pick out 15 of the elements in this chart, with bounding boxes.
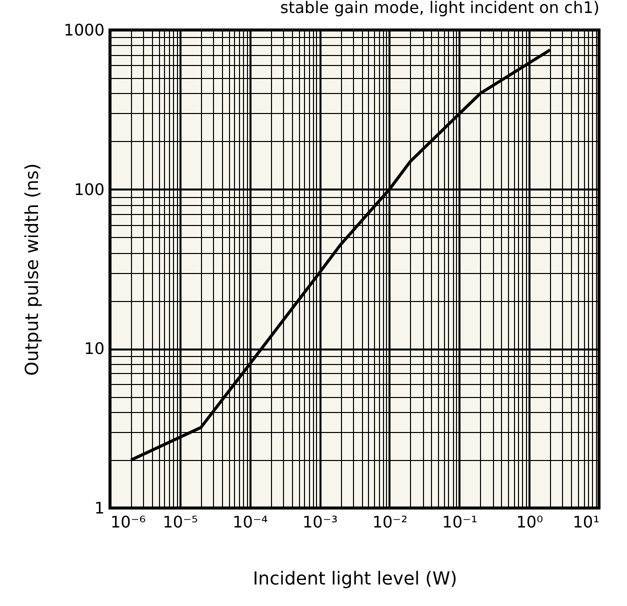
y-axis-title: Output pulse width (ns) (22, 163, 43, 376)
x-tick-label: 10⁻⁴ (232, 512, 268, 532)
x-tick-label: 10⁻⁶ (110, 512, 146, 532)
x-tick-label: 10⁻² (372, 512, 408, 532)
x-tick-label: 10⁻¹ (442, 512, 478, 532)
x-axis-title: Incident light level (W) (252, 568, 458, 590)
y-tick-label: 10 (84, 339, 104, 358)
x-tick-label: 10¹ (572, 512, 600, 532)
y-tick-label: 100 (74, 180, 104, 199)
x-tick-label: 10⁻³ (302, 512, 338, 532)
y-tick-label: 1000 (64, 20, 104, 40)
x-tick-label: 10⁰ (516, 512, 544, 532)
y-tick-label: 1 (94, 498, 104, 518)
chart-title: stable gain mode, light incident on ch1) (280, 0, 600, 17)
x-tick-label: 10⁻⁵ (162, 512, 198, 532)
